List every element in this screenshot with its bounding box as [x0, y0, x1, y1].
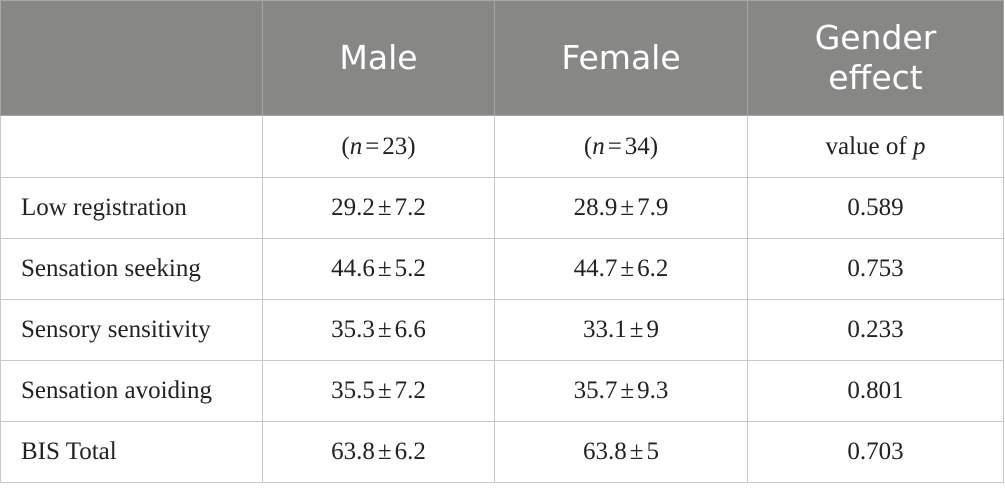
- row-label: Sensation seeking: [0, 238, 263, 300]
- male-plusminus: ±: [377, 377, 392, 404]
- male-mean: 63.8: [331, 438, 375, 465]
- female-value-cell: 33.1 ±9: [494, 299, 748, 361]
- male-value-cell: 35.5 ±7.2: [262, 360, 495, 422]
- header-empty-cell: [0, 0, 263, 116]
- header-female: Female: [494, 0, 748, 116]
- female-sd: 6.2: [637, 255, 669, 282]
- header-gender-effect: Gender effect: [747, 0, 1004, 116]
- p-value-cell: 0.801: [747, 360, 1004, 422]
- male-sd: 5.2: [394, 255, 426, 282]
- female-sd: 5: [646, 438, 659, 465]
- row-label: Low registration: [0, 177, 263, 239]
- male-sd: 7.2: [394, 377, 426, 404]
- header-row: Male Female Gender effect: [0, 0, 1004, 116]
- female-value-cell: 28.9 ±7.9: [494, 177, 748, 239]
- female-plusminus: ±: [620, 194, 635, 221]
- row-label: Sensory sensitivity: [0, 299, 263, 361]
- female-mean: 28.9: [573, 194, 618, 221]
- table-row: Sensory sensitivity 35.3 ±6.6 33.1 ±9 0.233: [0, 299, 1004, 361]
- female-mean: 63.8: [583, 438, 627, 465]
- row-label: Sensation avoiding: [0, 360, 263, 422]
- female-mean: 35.7: [573, 377, 618, 404]
- results-table: Male Female Gender effect (n = 23) (n = 34) …: [0, 0, 1004, 483]
- female-value-cell: 44.7 ±6.2: [494, 238, 748, 300]
- male-mean: 35.5: [331, 377, 375, 404]
- female-plusminus: ±: [620, 255, 635, 282]
- male-value-cell: 63.8 ±6.2: [262, 421, 495, 483]
- table-row: Sensation avoiding 35.5 ±7.2 35.7 ±9.3 0.801: [0, 360, 1004, 422]
- female-plusminus: ±: [629, 438, 644, 465]
- subheader-female-n: (n = 34): [494, 115, 748, 178]
- subheader-p-value: value of p: [747, 115, 1004, 178]
- male-mean: 35.3: [331, 316, 375, 343]
- male-plusminus: ±: [377, 438, 392, 465]
- table-row: Low registration 29.2 ±7.2 28.9 ±7.9 0.589: [0, 177, 1004, 239]
- row-label: BIS Total: [0, 421, 263, 483]
- male-plusminus: ±: [377, 316, 392, 343]
- female-value-cell: 35.7 ±9.3: [494, 360, 748, 422]
- female-plusminus: ±: [629, 316, 644, 343]
- female-sd: 9: [646, 316, 659, 343]
- male-plusminus: ±: [377, 194, 392, 221]
- subheader-male-n: (n = 23): [262, 115, 495, 178]
- subheader-row: (n = 23) (n = 34) value of p: [0, 115, 1004, 178]
- male-plusminus: ±: [377, 255, 392, 282]
- male-value-cell: 29.2 ±7.2: [262, 177, 495, 239]
- table-row: BIS Total 63.8 ±6.2 63.8 ±5 0.703: [0, 421, 1004, 483]
- female-plusminus: ±: [620, 377, 635, 404]
- male-sd: 7.2: [394, 194, 426, 221]
- male-mean: 44.6: [331, 255, 375, 282]
- female-value-cell: 63.8 ±5: [494, 421, 748, 483]
- female-sd: 9.3: [637, 377, 669, 404]
- subheader-empty-cell: [0, 115, 263, 178]
- header-male: Male: [262, 0, 495, 116]
- male-value-cell: 44.6 ±5.2: [262, 238, 495, 300]
- male-value-cell: 35.3 ±6.6: [262, 299, 495, 361]
- p-value-cell: 0.589: [747, 177, 1004, 239]
- male-sd: 6.2: [394, 438, 426, 465]
- male-mean: 29.2: [331, 194, 375, 221]
- female-mean: 44.7: [573, 255, 618, 282]
- male-sd: 6.6: [394, 316, 426, 343]
- p-value-cell: 0.233: [747, 299, 1004, 361]
- table-row: Sensation seeking 44.6 ±5.2 44.7 ±6.2 0.753: [0, 238, 1004, 300]
- p-value-cell: 0.753: [747, 238, 1004, 300]
- female-mean: 33.1: [583, 316, 627, 343]
- p-value-cell: 0.703: [747, 421, 1004, 483]
- female-sd: 7.9: [637, 194, 669, 221]
- data-rows: Low registration 29.2 ±7.2 28.9 ±7.9 0.589 Sen…: [0, 177, 1004, 483]
